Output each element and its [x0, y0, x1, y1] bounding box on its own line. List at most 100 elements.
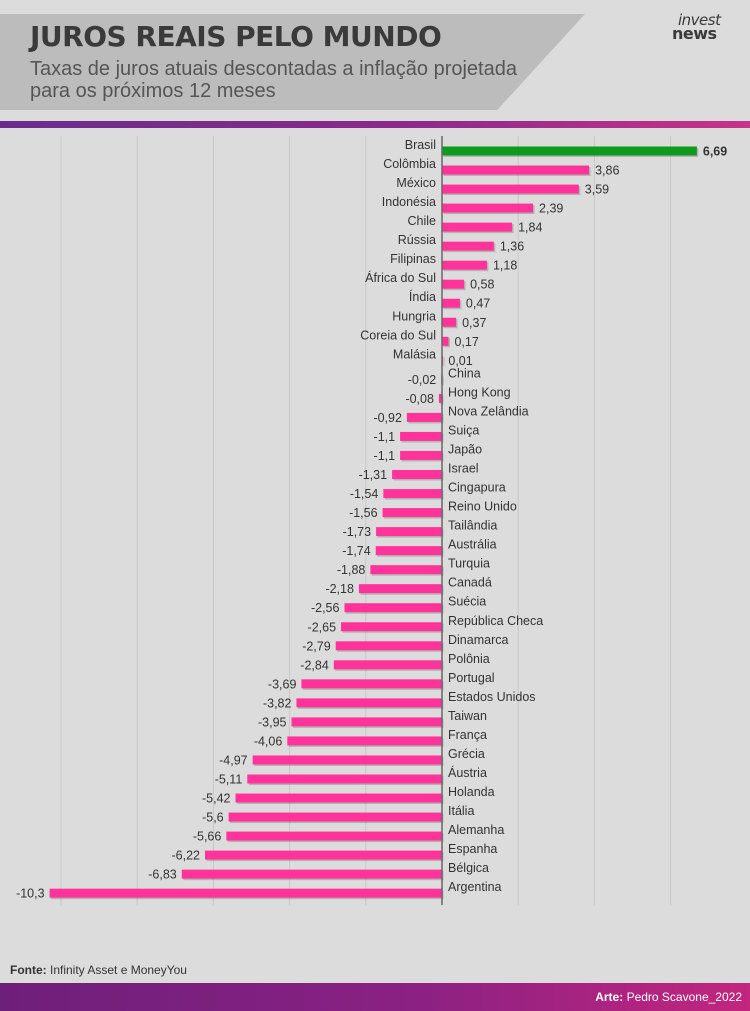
bar-18 — [383, 489, 442, 499]
title-band — [0, 14, 585, 110]
category-label: Austrália — [448, 538, 497, 552]
category-label: Suiça — [448, 423, 479, 437]
category-label: Japão — [448, 442, 482, 456]
category-label: Suécia — [448, 595, 486, 609]
top-accent-bar — [0, 121, 750, 128]
bar-25 — [341, 622, 442, 632]
category-label: Coreia do Sul — [360, 328, 436, 342]
category-label: China — [448, 366, 481, 380]
value-label: -6,22 — [172, 849, 201, 863]
category-label: Argentina — [448, 880, 502, 894]
bar-30 — [291, 717, 442, 727]
bar-3 — [442, 203, 534, 213]
category-label: Turquia — [448, 557, 490, 571]
value-label: -10,3 — [16, 887, 45, 901]
value-label: 0,17 — [454, 335, 478, 349]
value-label: -4,06 — [254, 734, 283, 748]
value-label: 6,69 — [703, 145, 727, 159]
category-label: Grécia — [448, 747, 485, 761]
category-label: Rússia — [398, 233, 436, 247]
value-label: -6,83 — [148, 868, 177, 882]
bar-34 — [235, 793, 442, 803]
bar-1 — [442, 165, 590, 175]
bar-7 — [442, 279, 465, 289]
value-label: -1,74 — [342, 544, 371, 558]
value-label: -3,69 — [268, 677, 297, 691]
category-label: Taiwan — [448, 709, 487, 723]
category-label: Israel — [448, 462, 479, 476]
value-label: -0,08 — [405, 392, 434, 406]
category-label: Reino Unido — [448, 500, 517, 514]
category-label: Estados Unidos — [448, 690, 536, 704]
bar-shadow — [443, 357, 445, 367]
value-label: -0,92 — [373, 411, 402, 425]
bar-17 — [392, 470, 442, 480]
value-label: -4,97 — [219, 753, 248, 767]
bar-23 — [358, 584, 442, 594]
bar-36 — [226, 831, 442, 841]
category-label: Alemanha — [448, 823, 504, 837]
category-label: França — [448, 728, 487, 742]
credit-label: Arte: — [595, 990, 624, 1004]
category-label: Cingapura — [448, 481, 506, 495]
value-label: 0,58 — [470, 278, 494, 292]
bar-38 — [181, 869, 443, 879]
category-label: Nova Zelândia — [448, 404, 529, 418]
bar-14 — [406, 412, 442, 422]
value-label: 0,01 — [448, 354, 472, 368]
bar-19 — [382, 508, 442, 518]
category-label: Itália — [448, 804, 474, 818]
source-text: Infinity Asset e MoneyYou — [50, 963, 187, 977]
category-label: África do Sul — [365, 270, 436, 285]
bar-shadow — [442, 376, 444, 386]
value-label: -0,02 — [408, 373, 437, 387]
category-label: Tailândia — [448, 519, 497, 533]
bar-20 — [376, 527, 442, 537]
category-label: Canadá — [448, 576, 492, 590]
value-label: 1,84 — [518, 221, 542, 235]
category-label: Portugal — [448, 671, 495, 685]
value-label: -3,82 — [263, 696, 292, 710]
category-label: Filipinas — [390, 252, 436, 266]
value-label: -1,54 — [350, 487, 379, 501]
value-label: -3,95 — [258, 715, 287, 729]
bar-6 — [442, 260, 487, 270]
bar-2 — [442, 184, 579, 194]
value-label: -1,73 — [343, 525, 372, 539]
category-label: República Checa — [448, 614, 543, 628]
source-label: Fonte: — [10, 963, 47, 977]
category-label: Brasil — [405, 138, 436, 152]
category-label: Hungria — [392, 309, 436, 323]
value-label: -1,88 — [337, 563, 366, 577]
category-label: Dinamarca — [448, 633, 508, 647]
value-label: -2,65 — [308, 620, 337, 634]
credit-text: Pedro Scavone_2022 — [626, 990, 742, 1004]
bar-32 — [252, 755, 442, 765]
category-label: Malásia — [393, 347, 436, 361]
category-label: Espanha — [448, 842, 497, 856]
bar-31 — [287, 736, 442, 746]
value-label: 1,36 — [500, 240, 524, 254]
bar-37 — [205, 850, 442, 860]
value-label: 0,37 — [462, 316, 486, 330]
category-label: Indonésia — [382, 195, 436, 209]
bar-10 — [442, 336, 449, 346]
value-label: -5,42 — [202, 792, 231, 806]
bar-29 — [296, 698, 442, 708]
value-label: -5,11 — [215, 772, 243, 786]
category-label: Polônia — [448, 652, 490, 666]
bar-0 — [442, 146, 697, 156]
bar-16 — [400, 450, 442, 460]
page-title: JUROS REAIS PELO MUNDO — [30, 20, 442, 53]
logo-text-top: invest — [678, 11, 721, 29]
bar-33 — [247, 774, 442, 784]
category-label: Índia — [409, 289, 436, 304]
category-label: Bélgica — [448, 861, 489, 875]
logo-text-bottom: news — [672, 24, 717, 43]
bar-8 — [442, 298, 460, 308]
category-label: Chile — [408, 214, 437, 228]
bar-13 — [438, 393, 442, 403]
value-label: 2,39 — [539, 202, 563, 216]
category-label: Holanda — [448, 785, 495, 799]
bar-chart: Brasil 6,69 Colômbia 3,86 México 3,59 Indonési… — [16, 136, 727, 906]
